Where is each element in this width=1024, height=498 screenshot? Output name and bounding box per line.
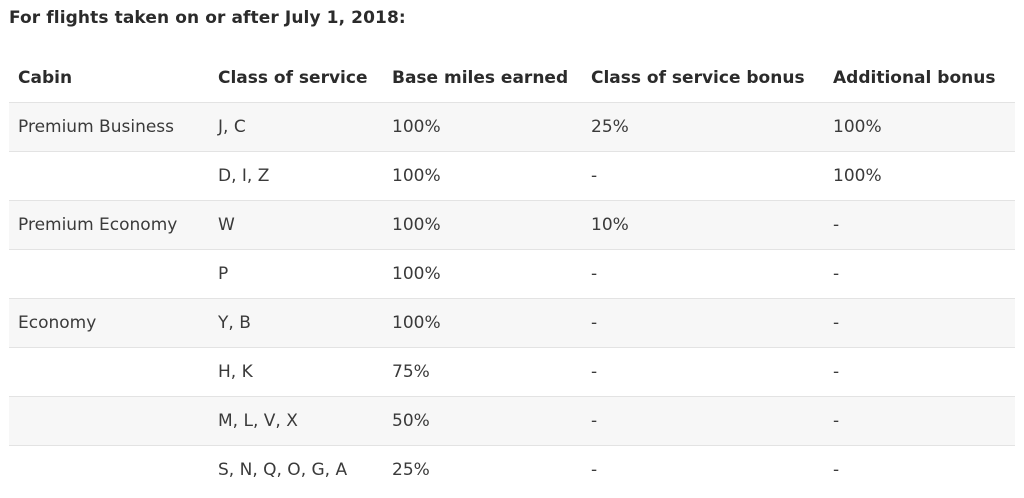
cell-class-of-service: D, I, Z — [209, 151, 383, 201]
cell-class-of-service: P — [209, 249, 383, 299]
cell-additional-bonus: - — [824, 347, 1015, 397]
cell-cabin: Premium Economy — [9, 200, 209, 250]
cell-additional-bonus: - — [824, 200, 1015, 250]
cell-base-miles: 100% — [383, 151, 582, 201]
cell-class-of-service: M, L, V, X — [209, 396, 383, 446]
header-class-bonus: Class of service bonus — [591, 68, 805, 88]
cell-additional-bonus: - — [824, 445, 1015, 494]
header-row: Cabin Class of service Base miles earned… — [9, 54, 1015, 103]
cell-cabin — [9, 151, 209, 201]
cell-class-bonus: - — [582, 396, 824, 446]
cell-additional-bonus: 100% — [824, 151, 1015, 201]
table-body: Premium Business J, C 100% 25% 100% D, I… — [9, 102, 1015, 494]
cell-class-bonus: 10% — [582, 200, 824, 250]
cell-class-of-service: S, N, Q, O, G, A — [209, 445, 383, 494]
header-class-of-service: Class of service — [218, 68, 368, 88]
table-heading: For flights taken on or after July 1, 20… — [9, 8, 406, 28]
cell-class-of-service: H, K — [209, 347, 383, 397]
header-cabin: Cabin — [18, 68, 73, 88]
cell-class-of-service: Y, B — [209, 298, 383, 348]
header-base-miles: Base miles earned — [392, 68, 569, 88]
cell-class-bonus: - — [582, 445, 824, 494]
cell-cabin: Premium Business — [9, 102, 209, 152]
cell-cabin — [9, 347, 209, 397]
cell-base-miles: 50% — [383, 396, 582, 446]
table-row: M, L, V, X 50% - - — [9, 396, 1015, 446]
cell-additional-bonus: - — [824, 396, 1015, 446]
cell-base-miles: 100% — [383, 298, 582, 348]
cell-base-miles: 100% — [383, 200, 582, 250]
cell-cabin — [9, 396, 209, 446]
cell-class-bonus: - — [582, 249, 824, 299]
cell-additional-bonus: 100% — [824, 102, 1015, 152]
cell-cabin — [9, 445, 209, 494]
cell-base-miles: 100% — [383, 249, 582, 299]
table-header: Cabin Class of service Base miles earned… — [9, 54, 1015, 103]
cell-additional-bonus: - — [824, 249, 1015, 299]
cell-additional-bonus: - — [824, 298, 1015, 348]
table-row: D, I, Z 100% - 100% — [9, 151, 1015, 201]
table-row: Premium Business J, C 100% 25% 100% — [9, 102, 1015, 152]
cell-class-of-service: W — [209, 200, 383, 250]
cell-cabin — [9, 249, 209, 299]
cell-class-bonus: - — [582, 151, 824, 201]
cell-class-of-service: J, C — [209, 102, 383, 152]
table-row: P 100% - - — [9, 249, 1015, 299]
cell-class-bonus: - — [582, 298, 824, 348]
cell-class-bonus: - — [582, 347, 824, 397]
table-row: Premium Economy W 100% 10% - — [9, 200, 1015, 250]
cell-base-miles: 75% — [383, 347, 582, 397]
cell-cabin: Economy — [9, 298, 209, 348]
cell-class-bonus: 25% — [582, 102, 824, 152]
table-row: H, K 75% - - — [9, 347, 1015, 397]
header-additional-bonus: Additional bonus — [833, 68, 996, 88]
cell-base-miles: 25% — [383, 445, 582, 494]
table-row: Economy Y, B 100% - - — [9, 298, 1015, 348]
miles-earning-table: Cabin Class of service Base miles earned… — [9, 54, 1015, 494]
table-row: S, N, Q, O, G, A 25% - - — [9, 445, 1015, 494]
cell-base-miles: 100% — [383, 102, 582, 152]
